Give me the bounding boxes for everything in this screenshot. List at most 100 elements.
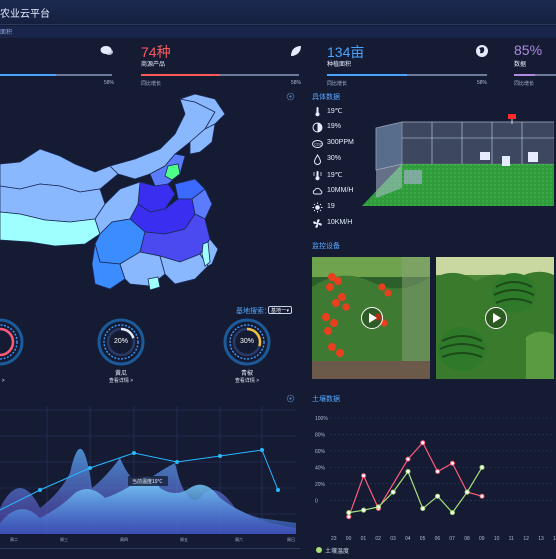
temp-x-axis: 周二 周三 周四 周五 周六 周日 [10,536,295,542]
soil-x-tick: 11 [509,536,514,542]
soil-point[interactable] [449,510,455,516]
map-region-hainan[interactable] [147,276,161,291]
soil-point[interactable] [361,507,367,513]
temp-x-label: 周二 [10,536,18,542]
gauge-arc [232,327,262,357]
chevron-down-icon: ▾ [286,308,289,314]
gauge-detail-link[interactable]: 情 > [0,378,5,384]
stat-label: 种植面积 [327,62,352,68]
soil-chart[interactable]: 100% 80% 60% 40% 20% 0 23 00 01 02 03 04 05 06 07 08 09 1… [300,400,556,559]
temp-point[interactable] [132,451,136,455]
soil-y-tick: 80% [315,432,326,438]
base-select[interactable]: 基地一 ▾ [268,306,292,314]
sensor-row: 19℃ [312,104,372,120]
video-feed-watermelon[interactable] [436,257,554,379]
chart-settings-gear-icon[interactable] [286,394,295,403]
soil-legend-label: 土壤温度 [325,549,350,555]
leaf-icon [291,46,301,56]
map-region-beijing[interactable] [164,163,181,181]
temp-point[interactable] [276,488,280,492]
sensor-value: 10MM/H [327,187,354,194]
gauge-detail-link[interactable]: 查看详情 > [234,378,260,384]
soil-point[interactable] [435,469,441,474]
temp-x-label: 周六 [235,536,243,542]
gauge-arc [0,327,15,357]
temp-x-label: 周五 [180,536,188,542]
map-settings-gear-icon[interactable] [286,92,295,101]
crop-gauge-cucumber[interactable]: 20% 黄瓜 查看详情 > [91,318,151,390]
soil-x-tick: 00 [346,536,352,542]
sensor-value: 19℃ [327,172,343,179]
soil-point[interactable] [464,489,470,495]
stat-progress-fill [141,74,220,76]
soil-x-tick: 05 [420,536,426,542]
sub-label: 面积 [0,30,13,36]
stat-yoy: 同比增长 [141,81,162,87]
bottom-divider [0,548,300,549]
gauge-detail-link[interactable]: 查看详情 > [108,378,134,384]
gauge-ring [223,318,271,366]
thermometer-icon [315,107,320,117]
map-region-jiangsu[interactable] [191,188,213,220]
map-region-jilin[interactable] [189,123,216,155]
stat-card-1: 58% [0,42,118,92]
soil-point[interactable] [405,456,411,462]
play-button[interactable] [485,307,507,329]
soil-point[interactable] [390,489,396,495]
gauge-percent: 20% [113,338,128,345]
fan-icon [313,219,322,228]
china-map[interactable] [0,94,300,304]
chat-icon [100,46,113,55]
stat-yoy: 同比增长 [514,81,535,87]
soil-point[interactable] [346,510,352,516]
soil-point[interactable] [479,493,485,499]
stat-value: 85% [514,42,543,58]
temperature-chart[interactable]: 当前温度19℃ 周二 周三 周四 周五 周六 周日 [0,398,300,548]
soil-point[interactable] [449,460,455,466]
soil-point[interactable] [479,464,485,470]
stat-percent: 58% [104,80,115,86]
svg-text:CO2: CO2 [314,142,321,146]
temp-point[interactable] [218,454,222,458]
video-feed-tomato[interactable] [312,257,430,379]
soil-x-tick: 07 [449,536,455,542]
temp-point[interactable] [88,466,92,470]
gauge-arc [106,327,136,357]
crop-gauge-pepper[interactable]: 30% 青椒 查看详情 > [217,318,277,390]
soil-legend-marker [316,547,322,553]
stat-progress-track [0,74,112,76]
globe-icon [476,45,488,57]
crop-gauge-1[interactable]: 情 > [0,318,30,390]
soil-point[interactable] [405,469,411,474]
greenhouse-illustration [362,114,554,206]
soil-point[interactable] [361,473,367,479]
temp-line [0,449,279,511]
sensor-row: 10MM/H [312,184,372,200]
top-bar: 农业云平台 [0,0,556,25]
soil-x-tick: 08 [464,536,470,542]
soil-point[interactable] [346,514,352,520]
sensor-row: 19 [312,200,372,216]
gauge-ring [97,318,145,366]
soil-point[interactable] [420,440,426,446]
map-region-taiwan[interactable] [201,241,211,267]
soil-x-tick: 09 [479,536,485,542]
sensor-value: 30% [327,155,342,162]
temp-point[interactable] [260,448,264,452]
stat-label: 数据 [514,62,527,68]
temp-point[interactable] [38,488,42,492]
play-button[interactable] [361,307,383,329]
base-search-label: 基地搜索： [236,308,271,315]
sun-icon [312,202,323,213]
soil-point[interactable] [420,506,426,512]
map-region-yunnan[interactable] [91,243,126,290]
map-region-guangdong[interactable] [159,253,209,285]
soil-data-title: 土壤数据 [312,396,340,403]
temp-x-label: 周日 [287,536,295,542]
soil-point[interactable] [375,504,381,510]
stat-value: 74种 [141,44,171,60]
stat-percent: 58% [291,80,302,86]
soil-x-tick: 01 [361,536,367,542]
temp-point[interactable] [175,460,179,464]
soil-point[interactable] [435,493,441,499]
